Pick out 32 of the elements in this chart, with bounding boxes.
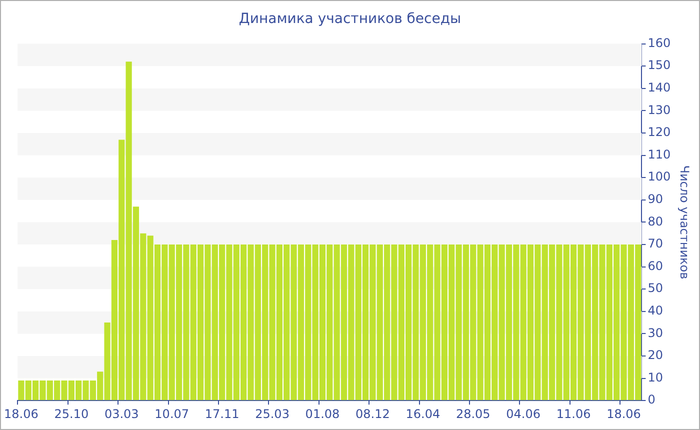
x-tick-label: 08.12 [356,406,390,421]
y-tick-label: 110 [648,147,671,162]
y-tick-label: 100 [648,170,671,184]
x-tick-label: 10.07 [154,406,190,421]
y-axis-title: Число участников [678,165,692,280]
y-tick-label: 140 [648,80,671,95]
y-tick-label: 70 [648,236,663,251]
y-tick-label: 30 [648,326,663,340]
y-tick-label: 10 [648,370,663,384]
y-tick-label: 80 [648,214,663,228]
x-tick-label: 03.03 [104,406,139,421]
x-tick-label: 25.10 [54,406,89,421]
y-tick-label: 40 [648,304,663,318]
x-tick-label: 01.08 [305,406,340,421]
x-tick-label: 18.06 [4,406,38,421]
x-tick-label: 04.06 [506,406,541,421]
x-tick-label: 28.05 [456,406,490,421]
y-tick-label: 60 [648,258,663,273]
y-tick-label: 20 [648,348,663,362]
y-tick-label: 150 [648,58,671,72]
y-tick-label: 0 [648,392,656,407]
y-tick-label: 120 [648,125,671,140]
chart-title: Динамика участников беседы [238,11,462,28]
y-tick-label: 50 [648,281,663,296]
x-tick-label: 17.11 [204,406,240,421]
x-tick-label: 25.03 [255,406,290,421]
x-tick-label: 18.06 [606,406,641,421]
x-tick-label: 11.06 [556,406,591,421]
y-tick-label: 160 [648,36,671,50]
y-tick-label: 130 [648,102,671,117]
x-tick-label: 16.04 [406,406,440,421]
y-tick-label: 90 [648,192,663,206]
